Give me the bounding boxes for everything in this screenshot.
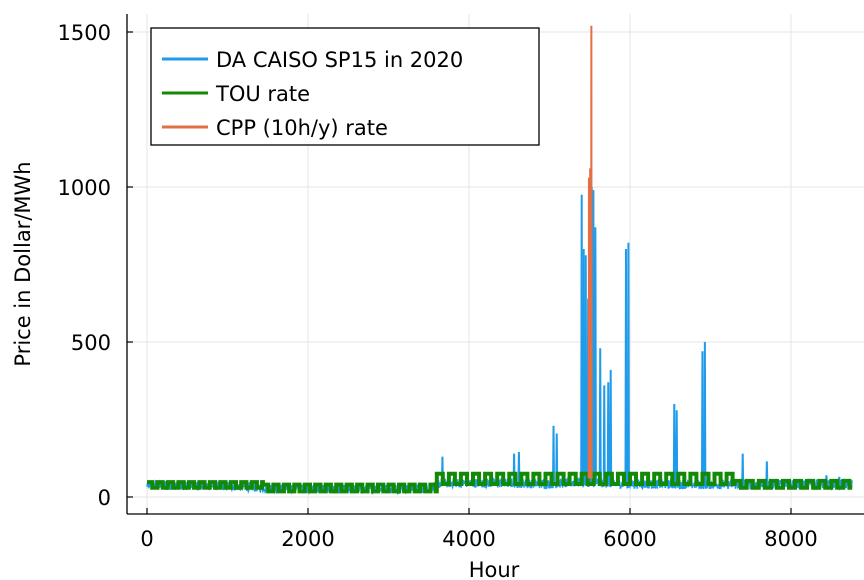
legend-label-cpp: CPP (10h/y) rate [216, 116, 388, 140]
x-tick-label: 4000 [442, 527, 495, 551]
da-caiso-spike [626, 242, 630, 484]
x-axis-title: Hour [469, 558, 520, 580]
x-tick-label: 6000 [603, 527, 656, 551]
axes [126, 14, 864, 515]
da-caiso-spike [584, 255, 588, 483]
da-caiso-spike [593, 227, 597, 483]
legend-label-da-caiso: DA CAISO SP15 in 2020 [216, 48, 463, 72]
da-caiso-spike [765, 461, 769, 485]
da-caiso-spike [602, 385, 606, 483]
x-tick-label: 2000 [281, 527, 334, 551]
da-caiso-spike [582, 248, 586, 483]
y-tick-label: 0 [98, 486, 111, 510]
da-caiso-spike [598, 348, 602, 483]
y-tick-label: 1000 [58, 176, 111, 200]
y-tick-label: 1500 [58, 21, 111, 45]
da-caiso-spike [672, 403, 676, 485]
da-caiso-spike [555, 433, 559, 484]
da-caiso-spike [700, 351, 704, 485]
y-tick-label: 500 [71, 331, 111, 355]
legend-box [150, 27, 540, 146]
da-caiso-spike [624, 248, 628, 484]
series-tou-rate-line [147, 471, 853, 494]
da-caiso-spike [517, 452, 521, 484]
da-caiso-spike [580, 194, 584, 483]
da-caiso-spike [675, 410, 679, 485]
da-caiso-spike [741, 453, 745, 485]
x-tick-label: 8000 [764, 527, 817, 551]
plot-area [146, 25, 853, 496]
da-caiso-spike [703, 341, 707, 485]
legend-label-tou: TOU rate [215, 82, 310, 106]
x-tick-label: 0 [140, 527, 153, 551]
tick-labels: 0 2000 4000 6000 8000 0 500 1000 1500 [58, 21, 818, 551]
da-caiso-spike [606, 382, 610, 484]
y-axis-title: Price in Dollar/MWh [11, 161, 35, 366]
legend: DA CAISO SP15 in 2020 TOU rate CPP (10h/… [150, 27, 540, 146]
da-caiso-spike [609, 369, 613, 484]
da-caiso-spike [591, 190, 595, 483]
da-caiso-spike [552, 425, 556, 484]
